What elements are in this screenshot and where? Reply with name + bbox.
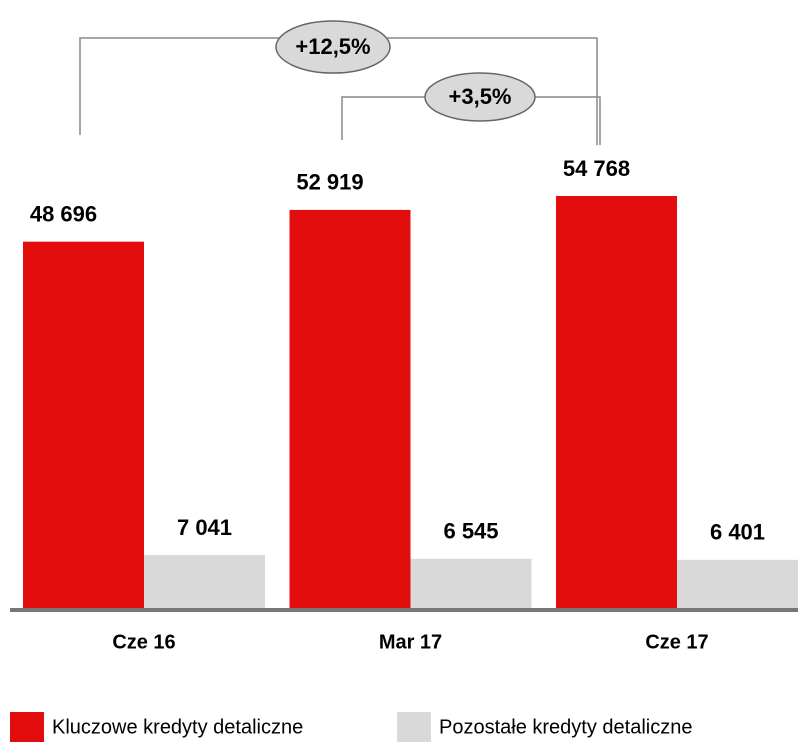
annotation: +12,5%	[295, 34, 370, 59]
legend-label: Kluczowe kredyty detaliczne	[52, 716, 303, 738]
bar	[556, 196, 677, 608]
legend-label: Pozostałe kredyty detaliczne	[439, 716, 692, 738]
value-label: 52 919	[296, 170, 363, 195]
value-label: 6 545	[443, 519, 498, 544]
value-label: 7 041	[177, 515, 232, 540]
value-label: 48 696	[30, 201, 97, 226]
bar	[677, 559, 798, 608]
legend-swatch	[10, 712, 44, 742]
x-tick-label: Cze 17	[645, 631, 708, 653]
bar	[144, 555, 265, 608]
bar	[289, 209, 411, 608]
annotation-bubble	[275, 20, 391, 74]
x-tick-label: Cze 16	[112, 631, 175, 653]
legend-swatch	[397, 712, 431, 742]
annotation-bubble	[424, 72, 536, 122]
value-label: 54 768	[563, 156, 630, 181]
value-label: 6 401	[710, 520, 765, 545]
x-tick-label: Mar 17	[379, 631, 442, 653]
annotation: +3,5%	[449, 84, 512, 109]
bar	[410, 558, 532, 608]
bar	[23, 241, 144, 608]
